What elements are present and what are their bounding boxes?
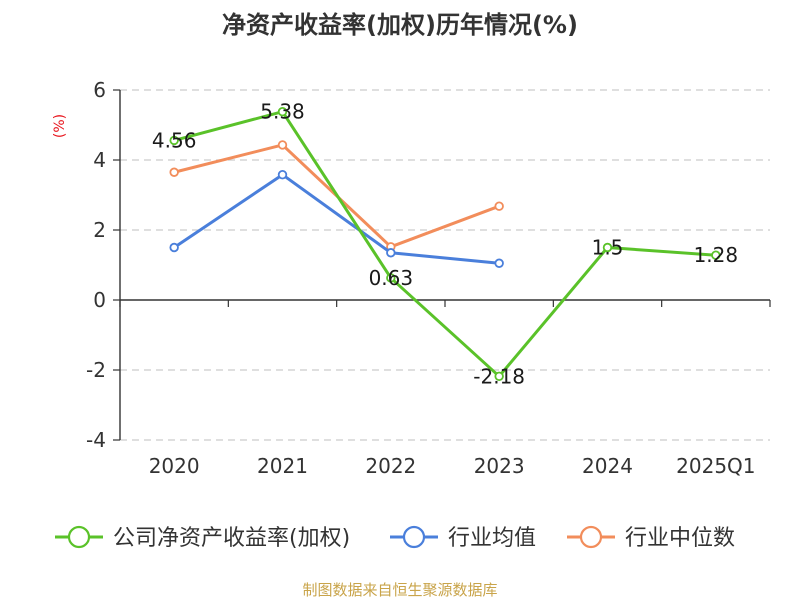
legend-label: 行业均值 xyxy=(448,526,536,551)
x-tick-label: 2025Q1 xyxy=(676,454,755,478)
chart-title: 净资产收益率(加权)历年情况(%) xyxy=(222,11,578,39)
x-tick-label: 2024 xyxy=(582,454,633,478)
data-point xyxy=(386,248,396,258)
legend-marker xyxy=(402,525,426,549)
y-tick-label: 4 xyxy=(93,148,106,172)
y-tick-label: 2 xyxy=(93,218,106,242)
axes: -4 -2 0 2 4 6 2020 2021 2022 2023 2024 2025Q1 xyxy=(86,78,771,478)
y-tick-label: 0 xyxy=(93,288,106,312)
data-point xyxy=(169,242,179,253)
grid-lines xyxy=(120,89,770,441)
series-line xyxy=(173,173,500,265)
data-label: 1.28 xyxy=(694,243,739,267)
x-tick-label: 2020 xyxy=(149,454,200,478)
data-point xyxy=(277,140,288,150)
data-label: 4.56 xyxy=(152,128,197,152)
series-lines xyxy=(169,106,721,381)
y-tick-label: -2 xyxy=(86,358,106,382)
x-tick-label: 2023 xyxy=(474,454,525,478)
data-point xyxy=(386,273,396,283)
source-note: 制图数据来自恒生聚源数据库 xyxy=(302,581,497,599)
data-point xyxy=(277,106,288,117)
y-tick-label: -4 xyxy=(86,428,106,452)
data-label: 1.5 xyxy=(592,236,624,260)
series-line xyxy=(173,110,716,378)
x-tick-label: 2022 xyxy=(365,454,416,478)
data-point xyxy=(169,135,179,146)
data-labels: 4.56 5.38 0.63 -2.18 1.5 1.28 xyxy=(152,100,738,389)
x-tick-label: 2021 xyxy=(257,454,308,478)
data-label: -2.18 xyxy=(473,364,525,388)
y-tick-label: 6 xyxy=(93,78,106,102)
data-point xyxy=(169,167,179,177)
data-point xyxy=(494,201,504,211)
data-point xyxy=(602,242,613,253)
data-point xyxy=(494,258,504,268)
data-point xyxy=(711,250,721,260)
data-label: 5.38 xyxy=(260,100,305,124)
legend-marker xyxy=(67,525,91,549)
legend-label: 公司净资产收益率(加权) xyxy=(113,526,350,551)
data-label: 0.63 xyxy=(369,266,414,290)
legend: 公司净资产收益率(加权) 行业均值 行业中位数 xyxy=(55,525,735,551)
data-point xyxy=(277,169,288,180)
y-axis-label: (%) xyxy=(52,114,68,138)
legend-marker xyxy=(579,525,603,549)
legend-label: 行业中位数 xyxy=(625,526,735,551)
data-point xyxy=(494,371,504,381)
